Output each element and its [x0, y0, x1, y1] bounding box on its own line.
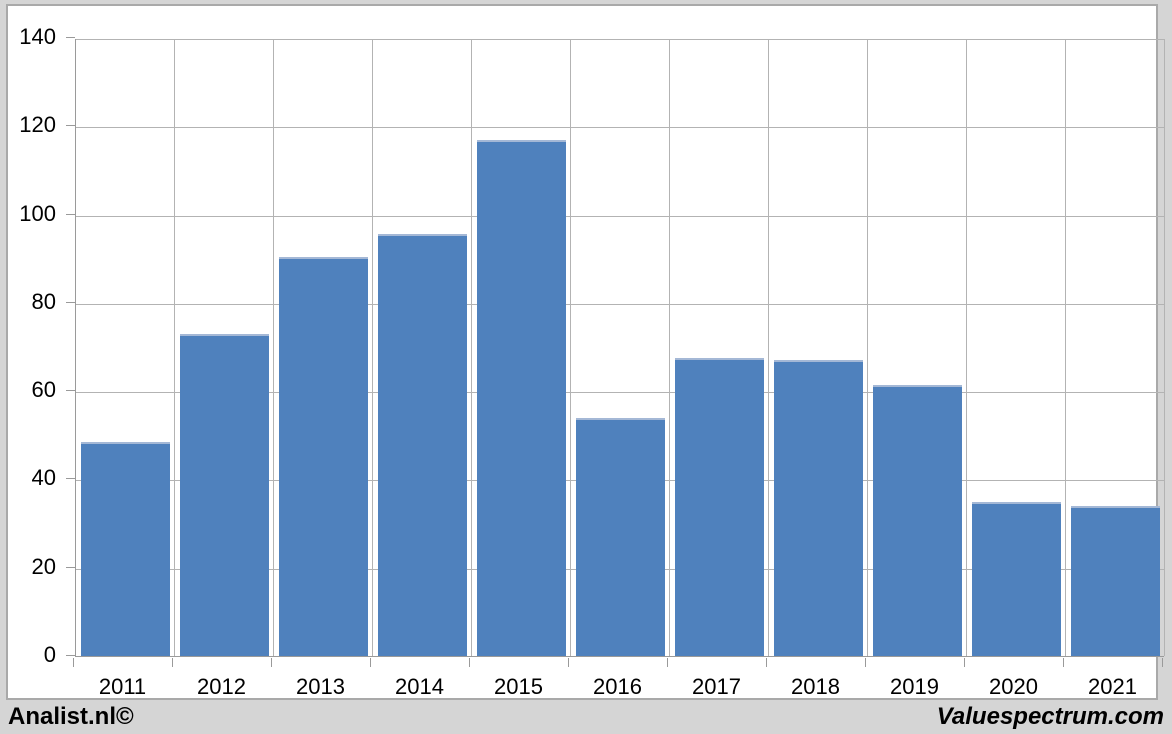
x-axis-label: 2020	[989, 674, 1038, 699]
gridline-vertical	[471, 39, 472, 656]
y-axis-tick	[66, 213, 75, 215]
gridline-vertical	[174, 39, 175, 656]
x-axis-label: 2012	[197, 674, 246, 699]
bar-2020	[972, 501, 1061, 656]
x-axis-label: 2018	[791, 674, 840, 699]
gridline-vertical	[966, 39, 967, 656]
x-axis-tick	[370, 658, 371, 667]
x-axis-label: 2014	[395, 674, 444, 699]
footer-bar: Analist.nl© Valuespectrum.com	[0, 702, 1172, 734]
x-axis-label: 2011	[98, 674, 147, 699]
y-axis-label: 140	[19, 24, 56, 49]
x-axis-tick	[568, 658, 569, 667]
bar-2015	[477, 139, 566, 656]
y-axis-tick	[66, 125, 75, 127]
y-axis-label: 120	[19, 112, 56, 138]
gridline-vertical	[1164, 39, 1165, 656]
y-axis-tick	[66, 390, 75, 392]
y-axis-tick	[66, 478, 75, 480]
y-axis-tick	[66, 301, 75, 303]
bar-2019	[873, 384, 962, 656]
y-axis-label: 20	[31, 553, 56, 579]
x-axis-label: 2017	[692, 674, 741, 699]
bar-2013	[279, 256, 368, 656]
gridline-horizontal	[76, 392, 1164, 394]
gridline-vertical	[570, 39, 571, 656]
footer-brand-analist: Analist.nl©	[8, 703, 134, 730]
x-axis-tick	[1162, 658, 1163, 667]
x-axis-tick	[271, 658, 272, 667]
y-axis-tick	[66, 37, 75, 38]
x-axis-tick	[667, 658, 668, 667]
chart-panel: 0 20 40 60 80 100 120 140 2011 2012 2013 2014 2015 20…	[6, 4, 1165, 700]
gridline-vertical	[867, 39, 868, 656]
footer-brand-valuespectrum: Valuespectrum.com	[936, 703, 1164, 730]
bar-2012	[180, 333, 269, 656]
gridline-horizontal	[76, 215, 1164, 217]
y-axis-label: 80	[31, 288, 56, 314]
y-axis-label: 60	[31, 377, 56, 403]
x-axis-tick	[1063, 658, 1064, 667]
gridline-vertical	[768, 39, 769, 656]
bar-2021	[1071, 505, 1160, 656]
x-axis-tick	[766, 658, 767, 667]
plot-area	[75, 39, 1165, 657]
y-axis-tick	[66, 566, 75, 568]
gridline-horizontal	[76, 39, 1164, 40]
x-axis-label: 2021	[1088, 674, 1137, 699]
x-axis-tick	[964, 658, 965, 667]
x-axis-label: 2016	[593, 674, 642, 699]
x-axis-tick	[73, 658, 74, 667]
bar-2011	[81, 441, 170, 656]
x-axis-label: 2019	[890, 674, 939, 699]
y-axis-label: 40	[31, 465, 56, 491]
gridline-horizontal	[76, 303, 1164, 305]
x-axis-label: 2013	[296, 674, 345, 699]
x-axis-tick	[865, 658, 866, 667]
gridline-horizontal	[76, 127, 1164, 129]
bar-2014	[378, 234, 467, 656]
bar-2017	[675, 358, 764, 656]
x-axis-tick	[469, 658, 470, 667]
y-axis-label: 100	[19, 200, 56, 226]
x-axis-tick	[172, 658, 173, 667]
y-axis-tick	[66, 655, 75, 656]
gridline-vertical	[273, 39, 274, 656]
gridline-vertical	[1065, 39, 1066, 656]
x-axis-label: 2015	[494, 674, 543, 699]
gridline-vertical	[372, 39, 373, 656]
y-axis-label: 0	[43, 642, 56, 667]
gridline-vertical	[669, 39, 670, 656]
bar-2016	[576, 417, 665, 656]
bar-2018	[774, 360, 863, 656]
